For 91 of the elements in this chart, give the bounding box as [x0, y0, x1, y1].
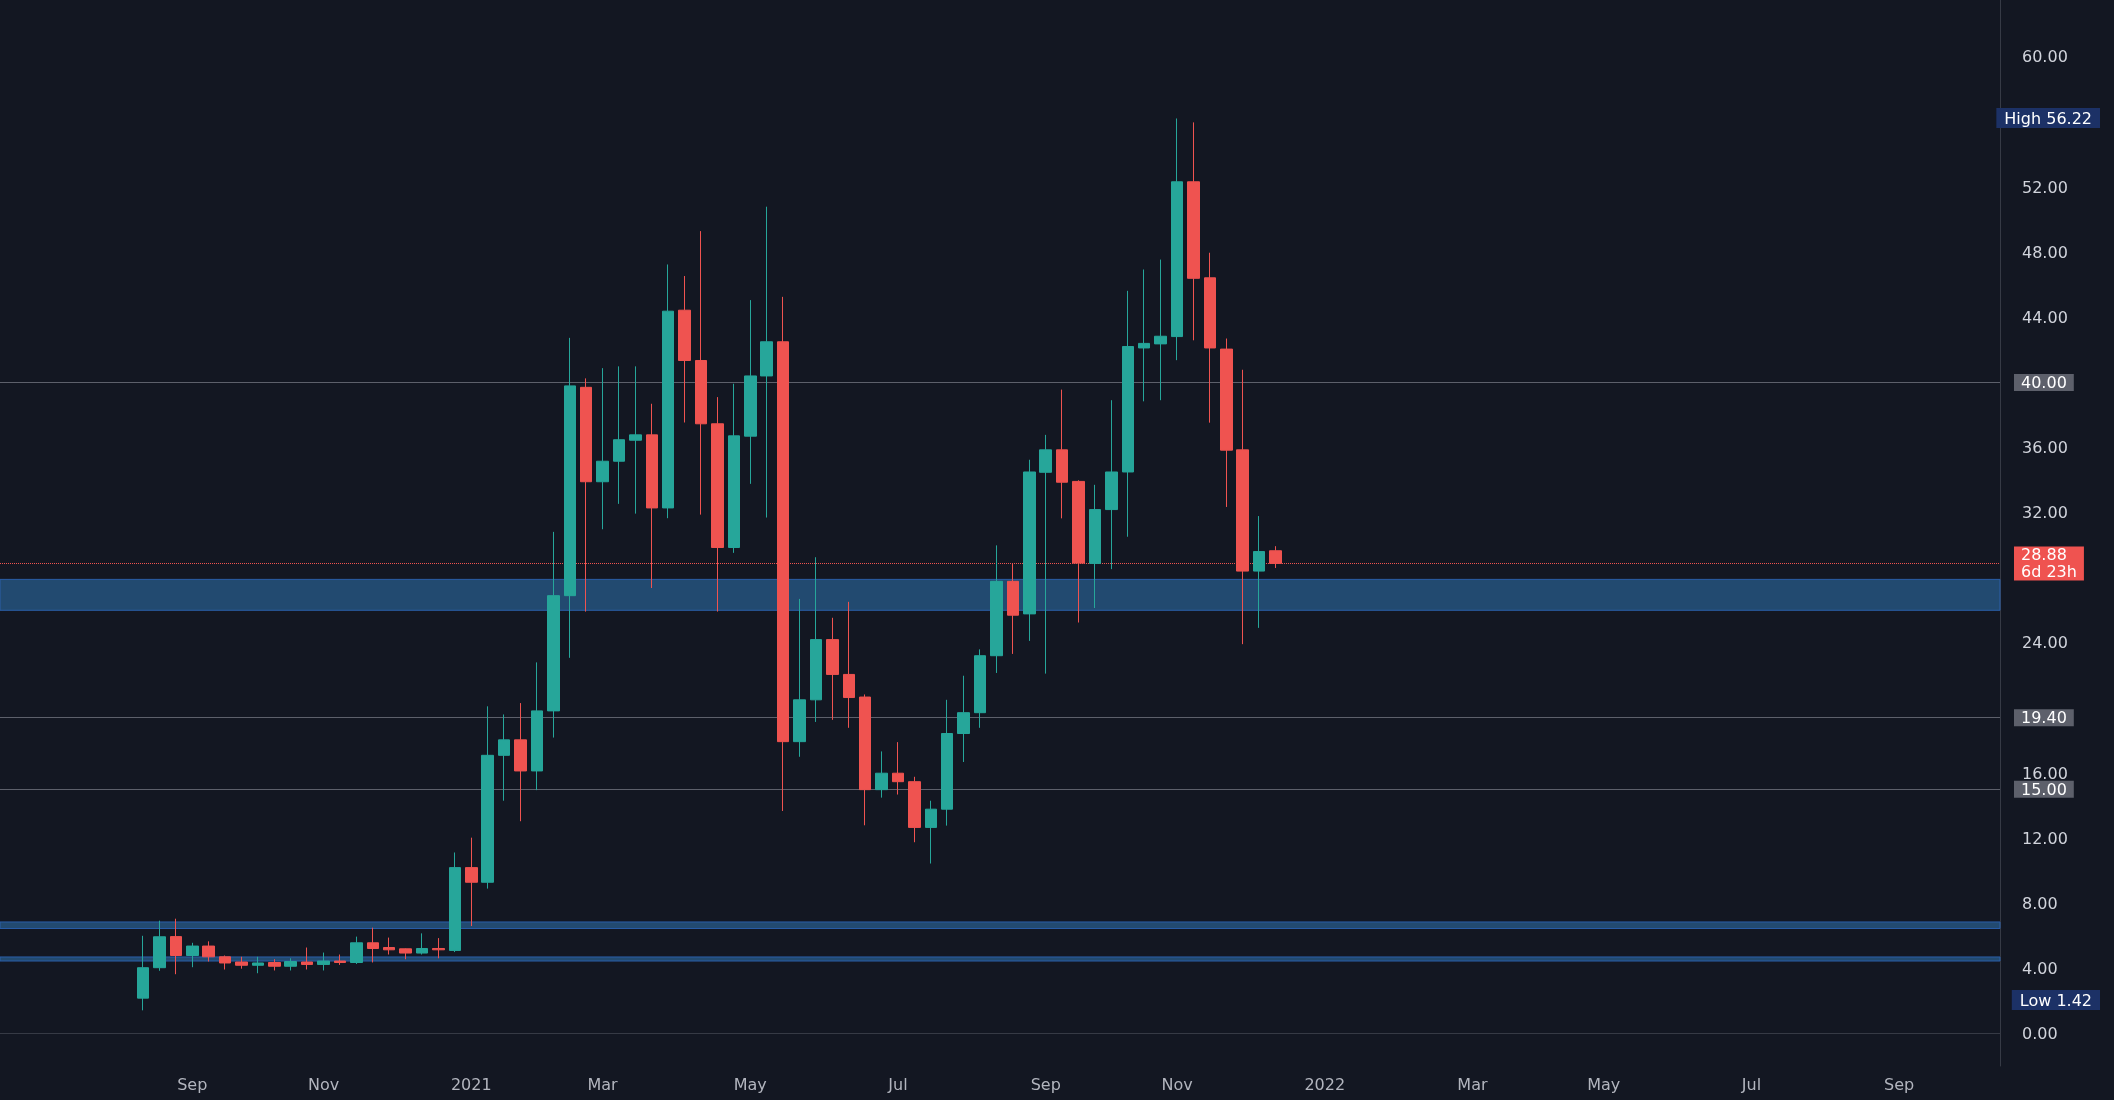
candlestick — [1056, 389, 1068, 519]
candlestick — [531, 661, 543, 791]
x-tick-label: Jul — [887, 1074, 908, 1094]
candlestick — [990, 544, 1003, 674]
candlestick — [908, 776, 921, 843]
candlestick — [974, 648, 986, 729]
candlestick — [367, 927, 379, 963]
candlestick — [334, 954, 346, 966]
y-tick-label: 4.00 — [2022, 958, 2058, 978]
candlestick — [137, 935, 149, 1011]
x-tick-label: Sep — [1030, 1074, 1061, 1094]
candlestick — [350, 936, 363, 965]
candlestick — [219, 954, 231, 970]
x-tick-label: Mar — [587, 1074, 619, 1094]
x-tick-label: Mar — [1457, 1074, 1488, 1094]
candlestick — [1253, 515, 1265, 629]
candlestick — [399, 948, 412, 960]
candlestick — [826, 617, 839, 721]
candlestick — [941, 699, 953, 827]
candlestick — [383, 937, 395, 956]
candlestick — [498, 713, 510, 802]
ref-line-label: 40.00 — [2021, 372, 2067, 392]
x-tick-label: 2021 — [450, 1074, 492, 1094]
candlestick — [760, 206, 773, 519]
candlestick — [186, 942, 199, 968]
y-tick-label: 24.00 — [2022, 633, 2068, 653]
candlestick — [416, 932, 428, 956]
candlestick — [301, 947, 313, 970]
y-tick-label: 12.00 — [2022, 828, 2068, 848]
candlestick — [793, 598, 806, 758]
candlestick — [235, 956, 248, 970]
x-tick-label: Nov — [1161, 1074, 1193, 1094]
candlestick — [859, 693, 871, 826]
candlestick — [695, 230, 707, 516]
candlestick — [1171, 117, 1183, 361]
text: Low 1.42 — [2019, 990, 2092, 1010]
candlestick — [843, 601, 855, 729]
candlestick — [613, 365, 625, 505]
x-tick-label: Sep — [177, 1074, 208, 1094]
x-tick-label: May — [733, 1074, 767, 1094]
candlestick — [892, 741, 904, 796]
candlestick — [547, 531, 560, 739]
x-tick-label: Jul — [1740, 1074, 1762, 1094]
candlestick — [1039, 434, 1052, 675]
candlestick — [728, 383, 740, 554]
candlestick — [678, 275, 691, 423]
y-tick-label: 44.00 — [2022, 307, 2068, 327]
text: High 56.22 — [2004, 108, 2093, 128]
candlestick — [449, 851, 461, 953]
candlestick — [875, 750, 888, 799]
candlestick — [1220, 338, 1233, 508]
candlestick — [1154, 259, 1167, 401]
candlestick — [1122, 290, 1134, 538]
candlestick — [465, 837, 478, 927]
x-tick-label: 2022 — [1304, 1074, 1346, 1094]
candlestick — [317, 952, 330, 971]
candlestick — [481, 705, 494, 890]
y-tick-label: 36.00 — [2022, 438, 2068, 458]
candlestick — [1089, 484, 1101, 609]
candlestick — [202, 940, 215, 963]
candlestick — [170, 918, 182, 975]
candlestick — [957, 675, 970, 763]
y-tick-label: 0.00 — [2022, 1023, 2058, 1043]
y-tick-label: 32.00 — [2022, 503, 2068, 523]
candlestick — [925, 800, 937, 865]
y-tick-label: 8.00 — [2022, 893, 2058, 913]
y-tick-label: 52.00 — [2022, 177, 2068, 197]
x-tick-label: Nov — [307, 1074, 340, 1094]
candlestick — [1204, 252, 1216, 424]
ref-line-label: 28.88 6d 23h — [2021, 545, 2077, 582]
candlestick — [596, 367, 609, 530]
x-tick-label: May — [1587, 1074, 1621, 1094]
candlestick — [1187, 121, 1200, 341]
y-tick-label: 48.00 — [2022, 242, 2068, 262]
candlestick — [268, 958, 281, 971]
candlestick — [514, 702, 527, 822]
candlestick — [252, 956, 264, 974]
ref-line-label: 19.40 — [2021, 708, 2067, 728]
candlestick — [284, 957, 297, 971]
candlestick — [1138, 269, 1150, 402]
candlestick — [810, 556, 822, 723]
candlestick — [1105, 399, 1118, 570]
candlestick — [744, 299, 757, 485]
candlestick — [1023, 459, 1036, 642]
y-tick-label: 60.00 — [2022, 47, 2068, 67]
candlestick — [629, 365, 642, 515]
candlestick — [662, 263, 674, 519]
candlestick — [564, 337, 576, 659]
x-tick-label: Sep — [1884, 1074, 1915, 1094]
candlestick — [153, 920, 166, 972]
candlestick — [432, 937, 445, 959]
